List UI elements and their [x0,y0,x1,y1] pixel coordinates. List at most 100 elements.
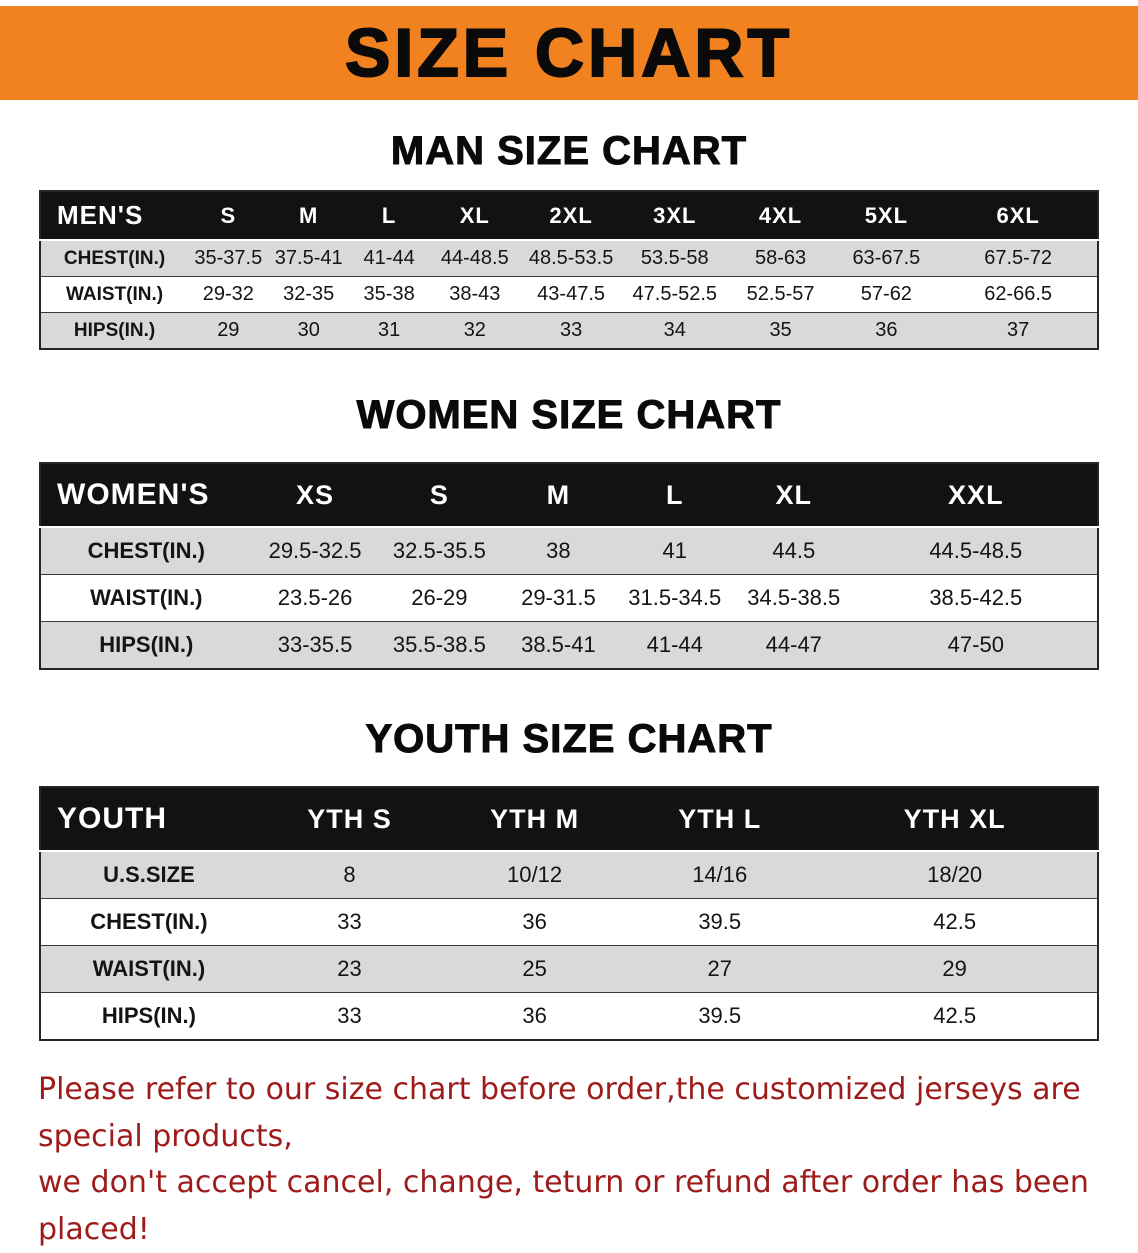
banner: SIZE CHART [0,6,1138,100]
youth-size-table: YOUTH YTH S YTH M YTH L YTH XL U.S.SIZE 8 10/12… [39,786,1099,1041]
row-label-cell: HIPS(IN.) [73,319,156,341]
table-row: CHEST(IN.) 33 36 39.5 42.5 [40,898,1098,946]
women-section-heading: WOMEN SIZE CHART [356,393,782,437]
value-cell: 41 [662,538,687,563]
value-cell: 38.5-42.5 [929,585,1023,610]
value-cell: 44.5-48.5 [929,538,1023,563]
value-cell: 37.5-41 [274,247,343,269]
value-cell: 38.5-41 [521,632,596,657]
value-cell: 32.5-35.5 [392,538,486,563]
value-cell: 47.5-52.5 [632,283,718,305]
value-cell: 31.5-34.5 [628,585,722,610]
size-header-cell: XXL [854,463,1098,527]
value-cell: 44-47 [765,632,822,657]
size-header-cell: 6XL [939,191,1098,240]
row-label-cell: HIPS(IN.) [99,632,194,657]
value-cell: 53.5-58 [640,247,709,269]
table-header-row: MEN'S S M L XL 2XL 3XL 4XL 5XL 6XL [40,191,1098,240]
women-size-section: WOMEN SIZE CHART WOMEN'S XS S M L XL XXL CHEST(… [0,394,1138,670]
value-cell: 29.5-32.5 [268,538,362,563]
value-cell: 39.5 [698,1003,742,1028]
row-label-cell: WAIST(IN.) [92,956,206,981]
row-label-cell: CHEST(IN.) [63,247,166,269]
size-header-cell: 3XL [621,191,728,240]
value-cell: 41-44 [646,632,703,657]
row-label-cell: HIPS(IN.) [101,1003,196,1028]
table-row: WAIST(IN.) 29-32 32-35 35-38 38-43 43-47.5 47.… [40,276,1098,313]
value-cell: 32-35 [283,283,335,305]
size-header-cell: L [348,191,430,240]
value-cell: 29-31.5 [521,585,596,610]
men-section-heading: MAN SIZE CHART [390,129,748,173]
footer-line-2: we don't accept cancel, change, teturn o… [38,1165,1089,1247]
value-cell: 42.5 [933,909,977,934]
table-row: WAIST(IN.) 23.5-26 26-29 29-31.5 31.5-34.5 34… [40,574,1098,622]
value-cell: 44.5 [772,538,816,563]
table-title-cell: MEN'S [40,191,189,240]
footer-note: Please refer to our size chart before or… [38,1067,1100,1253]
value-cell: 35 [769,319,792,341]
size-header-cell: YTH M [442,787,628,851]
size-header-cell: 2XL [520,191,622,240]
table-title-cell: WOMEN'S [40,463,252,527]
table-row: HIPS(IN.) 33-35.5 35.5-38.5 38.5-41 41-44 44-… [40,621,1098,669]
value-cell: 26-29 [411,585,468,610]
table-row: HIPS(IN.) 29 30 31 32 33 34 35 36 37 [40,312,1098,349]
row-label-cell: WAIST(IN.) [90,585,203,610]
page-title: SIZE CHART [344,15,793,91]
value-cell: 62-66.5 [984,283,1053,305]
table-row: U.S.SIZE 8 10/12 14/16 18/20 [40,851,1098,899]
women-size-table: WOMEN'S XS S M L XL XXL CHEST(IN.) 29.5-32.5 32.5… [39,462,1099,670]
value-cell: 37 [1007,319,1030,341]
value-cell: 52.5-57 [746,283,815,305]
value-cell: 48.5-53.5 [528,247,614,269]
value-cell: 35-38 [363,283,415,305]
size-header-cell: XL [429,191,521,240]
value-cell: 10/12 [507,862,563,887]
value-cell: 35-37.5 [194,247,263,269]
value-cell: 32 [463,319,486,341]
value-cell: 27 [707,956,732,981]
size-header-cell: M [500,463,617,527]
table-row: CHEST(IN.) 35-37.5 37.5-41 41-44 44-48.5 48.5… [40,240,1098,277]
row-label-cell: CHEST(IN.) [87,538,205,563]
value-cell: 34 [663,319,686,341]
table-row: CHEST(IN.) 29.5-32.5 32.5-35.5 38 41 44.5 44.5… [40,527,1098,575]
value-cell: 23 [337,956,362,981]
footer-line-1: Please refer to our size chart before or… [38,1072,1081,1154]
value-cell: 42.5 [933,1003,977,1028]
size-header-cell: XS [251,463,379,527]
value-cell: 38-43 [449,283,501,305]
value-cell: 41-44 [363,247,415,269]
size-header-cell: XL [732,463,855,527]
table-row: HIPS(IN.) 33 36 39.5 42.5 [40,992,1098,1040]
table-header-row: WOMEN'S XS S M L XL XXL [40,463,1098,527]
value-cell: 8 [343,862,356,887]
value-cell: 39.5 [698,909,742,934]
value-cell: 23.5-26 [277,585,353,610]
value-cell: 43-47.5 [537,283,606,305]
row-label-cell: WAIST(IN.) [66,283,164,305]
size-header-cell: YTH S [256,787,443,851]
size-header-cell: S [378,463,501,527]
men-size-table: MEN'S S M L XL 2XL 3XL 4XL 5XL 6XL CHEST(IN.) 35-37… [39,190,1099,350]
size-header-cell: 4XL [727,191,834,240]
table-title-cell: YOUTH [40,787,257,851]
value-cell: 25 [522,956,547,981]
row-label-cell: CHEST(IN.) [90,909,208,934]
table-header-row: YOUTH YTH S YTH M YTH L YTH XL [40,787,1098,851]
value-cell: 33 [559,319,583,341]
value-cell: 34.5-38.5 [747,585,841,610]
size-header-cell: S [188,191,269,240]
value-cell: 29-32 [202,283,254,305]
youth-size-section: YOUTH SIZE CHART YOUTH YTH S YTH M YTH L YTH… [0,718,1138,1041]
value-cell: 58-63 [754,247,807,269]
value-cell: 63-67.5 [852,247,921,269]
value-cell: 33-35.5 [277,632,353,657]
value-cell: 38 [546,538,571,563]
value-cell: 31 [378,319,401,341]
value-cell: 36 [522,1003,547,1028]
size-header-cell: 5XL [833,191,940,240]
size-chart-infographic: SIZE CHART MAN SIZE CHART MEN'S S M L XL 2XL 3… [0,6,1138,1253]
size-header-cell: YTH L [627,787,813,851]
